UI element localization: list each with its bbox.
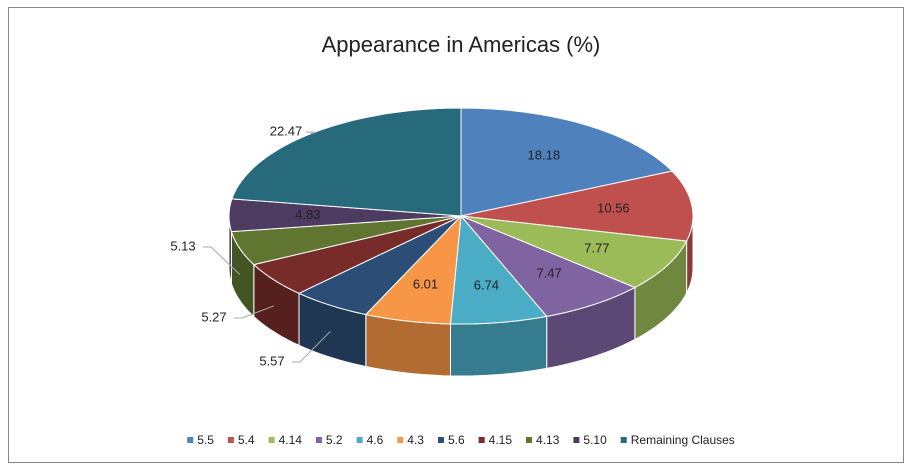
legend-swatch: [437, 437, 444, 443]
pie-slice: [460, 215, 688, 289]
pie-slice: [460, 170, 694, 242]
data-label: 22.47: [270, 123, 303, 138]
data-label: 6.74: [474, 278, 499, 293]
legend-swatch: [478, 437, 485, 443]
data-label: 5.13: [170, 238, 195, 253]
legend-swatch: [573, 437, 580, 443]
legend-label: 4.3: [407, 433, 424, 447]
data-label: 5.27: [201, 309, 226, 324]
pie-slice: [460, 107, 674, 217]
data-labels: 18.18 10.56 7.77 7.47 6.74 6.01 5.57 5.27 5.13 4.…: [170, 123, 629, 368]
pie-tops: [228, 107, 694, 325]
chart-title: Appearance in Americas (%): [322, 32, 601, 57]
pie-slice-side: [450, 315, 548, 377]
leader-line: [306, 131, 315, 135]
legend-label: 4.6: [367, 433, 384, 447]
legend-swatch: [526, 437, 533, 443]
legend-swatch: [356, 437, 363, 443]
legend-swatch: [187, 437, 194, 443]
legend-swatch: [620, 437, 627, 443]
data-label: 4.83: [295, 207, 320, 222]
legend-label: Remaining Clauses: [631, 433, 735, 447]
data-label: 7.47: [536, 266, 561, 281]
legend-swatch: [397, 437, 404, 443]
data-label: 10.56: [597, 201, 630, 216]
pie-slice: [460, 215, 637, 317]
pie-slice: [364, 214, 462, 325]
legend-label: 5.2: [326, 433, 343, 447]
legend-label: 4.13: [536, 433, 560, 447]
data-label: 6.01: [413, 277, 438, 292]
leader-line: [203, 246, 241, 275]
legend-swatch: [315, 437, 322, 443]
data-label: 18.18: [528, 147, 561, 162]
legend-label: 4.15: [489, 433, 513, 447]
data-label: 5.57: [259, 353, 284, 368]
legend-label: 5.10: [583, 433, 607, 447]
pie-slice: [449, 214, 548, 325]
legend-label: 5.5: [197, 433, 214, 447]
pie-slice: [252, 215, 462, 294]
legend-swatch: [227, 437, 234, 443]
legend-swatch: [268, 437, 275, 443]
leader-line: [234, 305, 275, 319]
legend-label: 4.14: [279, 433, 303, 447]
data-label: 7.77: [584, 240, 609, 255]
legend: 5.5 5.4 4.14 5.2 4.6 4.3 5.6 4.15 4.13 5.10 Remain…: [187, 433, 735, 447]
pie-slice: [228, 198, 462, 233]
pie-slice: [297, 215, 462, 316]
leader-line: [292, 330, 331, 363]
legend-label: 5.6: [448, 433, 465, 447]
legend-label: 5.4: [238, 433, 255, 447]
